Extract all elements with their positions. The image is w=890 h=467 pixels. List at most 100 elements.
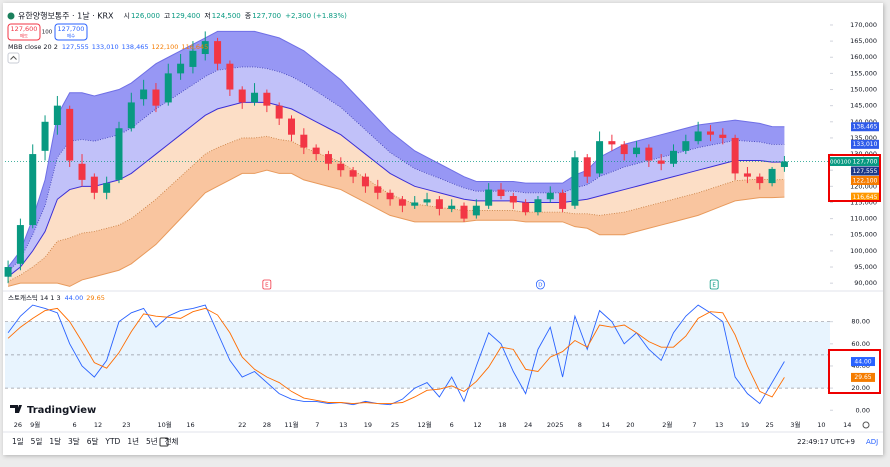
indicator-name: MBB close 20 2	[8, 43, 58, 51]
price-tag-label: 127,700	[853, 158, 878, 165]
candle-body	[645, 147, 653, 161]
band-fill	[8, 102, 785, 282]
candle-body	[324, 154, 332, 164]
x-tick-label: 18	[498, 421, 506, 429]
symbol-logo	[7, 12, 15, 20]
price-tag-label: 122,100	[853, 177, 878, 184]
candle-body	[251, 92, 259, 103]
price-tag	[851, 122, 879, 132]
x-tick-label: 12	[473, 421, 481, 429]
candle-body	[4, 267, 12, 277]
logo-text: TradingView	[27, 405, 96, 416]
range-button[interactable]: 5일	[31, 437, 43, 446]
y-tick-label: 155,000	[850, 69, 877, 77]
adj-button[interactable]: ADJ	[866, 438, 878, 446]
candle-body	[756, 176, 764, 184]
y-tick-label: 100,000	[850, 247, 877, 255]
calendar-icon[interactable]	[159, 437, 169, 447]
x-tick-label: 19	[364, 421, 372, 429]
indicator-value: 122,100	[152, 43, 179, 51]
candle-body	[706, 131, 714, 135]
sell-label: 매도	[20, 33, 28, 40]
candle-body	[411, 202, 419, 206]
range-button[interactable]: 3달	[68, 437, 80, 446]
range-button[interactable]: 1달	[49, 437, 61, 446]
range-button[interactable]: YTD	[104, 437, 120, 446]
logo-mark	[10, 405, 22, 413]
candle-body	[522, 202, 530, 213]
x-tick-label: 9월	[30, 420, 40, 429]
price-tag	[851, 139, 879, 149]
price-tag	[851, 175, 879, 185]
collapse-button[interactable]	[7, 52, 20, 64]
highlight-box	[828, 154, 881, 202]
range-button[interactable]: 5년	[146, 436, 158, 446]
stoch-band	[5, 321, 830, 389]
band-fill	[8, 136, 785, 287]
event-marker[interactable]	[262, 279, 272, 290]
x-tick-label: 20	[626, 421, 634, 429]
x-tick-label: 10월	[157, 420, 171, 429]
x-tick-label: 25	[765, 421, 773, 429]
x-tick-label: 22	[238, 421, 246, 429]
y-tick-label: 140,000	[850, 118, 877, 126]
value-tag-label: 29.65	[854, 374, 871, 381]
settings-icon[interactable]	[862, 421, 870, 429]
range-button[interactable]: 전체	[165, 436, 179, 446]
candle-body	[435, 199, 443, 209]
x-tick-label: 16	[186, 421, 194, 429]
candle-body	[337, 163, 345, 171]
candle-body	[226, 63, 234, 90]
event-marker[interactable]	[536, 279, 545, 290]
candle-body	[460, 205, 468, 219]
y-tick-label: 0.00	[856, 406, 870, 414]
x-tick-label: 14	[843, 421, 851, 429]
candle-body	[596, 141, 604, 174]
sell-button[interactable]	[7, 23, 41, 41]
candle-body	[29, 154, 37, 226]
band-line	[7, 30, 785, 268]
price-change: +2,300 (+1.83%)	[285, 12, 347, 20]
candle-body	[164, 73, 172, 103]
event-label: E	[712, 282, 716, 288]
candle-body	[608, 141, 616, 145]
value-tag-label: 44.00	[854, 358, 871, 365]
range-button[interactable]: 6달	[87, 437, 99, 446]
candle-body	[374, 186, 382, 193]
y-tick-label: 160,000	[850, 53, 877, 61]
sell-price: 127,600	[11, 25, 38, 33]
x-tick-label: 7	[692, 421, 696, 429]
value-tag	[851, 357, 875, 367]
candle-body	[657, 160, 665, 164]
candle-body	[719, 134, 727, 138]
candle-body	[386, 192, 394, 200]
event-marker[interactable]	[709, 279, 719, 290]
candle-body	[571, 157, 579, 206]
candle-body	[731, 137, 739, 174]
stoch-line	[7, 307, 785, 405]
buy-button[interactable]	[54, 23, 88, 41]
candle-body	[115, 128, 123, 180]
y-tick-label: 60.00	[851, 340, 870, 348]
y-tick-label: 135,000	[850, 134, 877, 142]
range-button[interactable]: 1년	[127, 436, 139, 446]
buy-label: 매수	[67, 33, 75, 40]
candle-body	[41, 121, 49, 151]
range-button[interactable]: 1일	[12, 437, 24, 446]
candle-body	[66, 108, 74, 161]
indicator-value: 133,010	[92, 43, 119, 51]
candle-body	[546, 192, 554, 200]
candle-body	[398, 199, 406, 206]
candle-body	[509, 196, 517, 203]
candle-body	[127, 102, 135, 129]
indicator-value: 127,555	[62, 43, 89, 51]
price-tag-label: 116,645	[853, 194, 878, 201]
candle-body	[682, 141, 690, 151]
indicator-name: 스토캐스틱 14 1 3	[8, 294, 61, 302]
candle-body	[189, 50, 197, 67]
candle-body	[743, 173, 751, 177]
y-tick-label: 105,000	[850, 231, 877, 239]
band-fill	[8, 66, 785, 277]
